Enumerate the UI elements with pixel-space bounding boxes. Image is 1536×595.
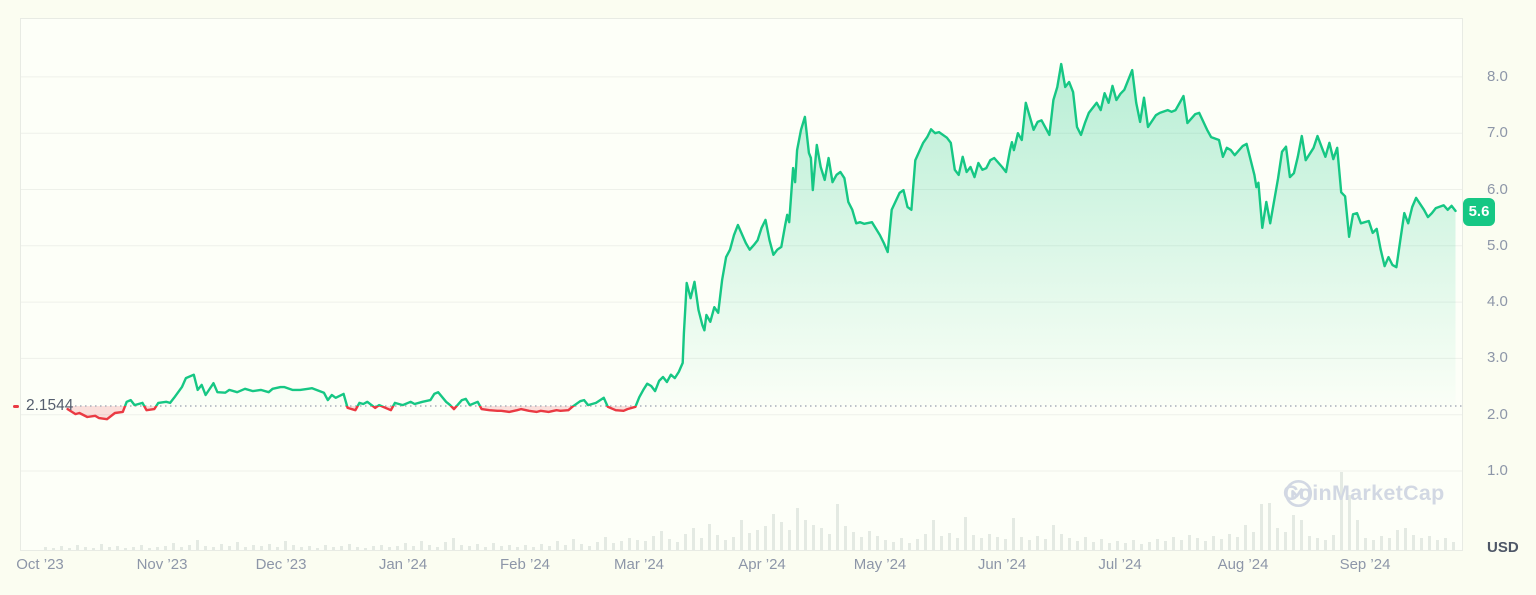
price-chart-canvas[interactable]: [0, 0, 1536, 595]
price-chart: USD 2.1544 5.6 CoinMarketCap 8.0 7.0 6.0 5.…: [0, 0, 1536, 595]
